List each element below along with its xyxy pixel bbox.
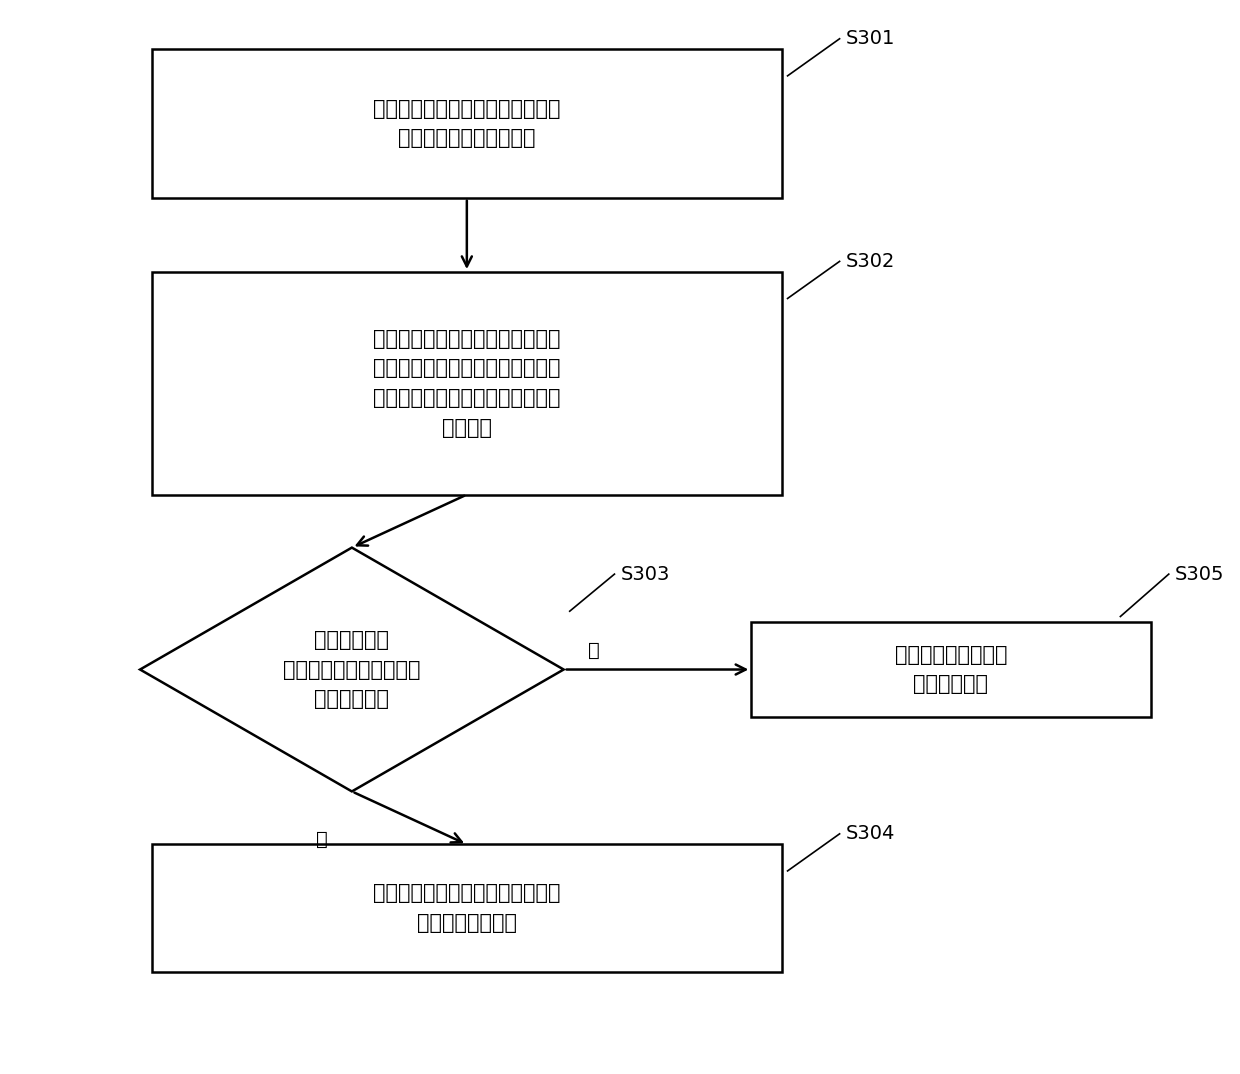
- Text: 根据所述信道状态信息对下行链路
性能进行度量，根据所述度量结果
生成用于指示是否修改基站设置的
控制比特: 根据所述信道状态信息对下行链路 性能进行度量，根据所述度量结果 生成用于指示是否…: [373, 329, 560, 438]
- Text: 是: 是: [316, 829, 327, 848]
- Text: S302: S302: [846, 252, 895, 271]
- Text: 否: 否: [588, 641, 600, 659]
- Text: S303: S303: [620, 565, 670, 583]
- Text: S305: S305: [1174, 565, 1224, 583]
- Polygon shape: [140, 548, 564, 792]
- Text: 对信道状态进行估计，根据信道估
计结果生成信道状态信息: 对信道状态进行估计，根据信道估 计结果生成信道状态信息: [373, 99, 560, 148]
- FancyBboxPatch shape: [751, 622, 1151, 717]
- Text: 将所述控制比特和所述信道状态信
息发送给所述基站: 将所述控制比特和所述信道状态信 息发送给所述基站: [373, 883, 560, 933]
- Text: 仅将所述控制比特发
送给所述基站: 仅将所述控制比特发 送给所述基站: [895, 644, 1007, 694]
- Text: S301: S301: [846, 29, 895, 48]
- Text: S304: S304: [846, 825, 895, 843]
- FancyBboxPatch shape: [153, 844, 781, 972]
- FancyBboxPatch shape: [153, 272, 781, 495]
- FancyBboxPatch shape: [153, 49, 781, 198]
- Text: 根据链路性能
度量结果，判断是否需要
修改基站设置: 根据链路性能 度量结果，判断是否需要 修改基站设置: [283, 630, 420, 709]
